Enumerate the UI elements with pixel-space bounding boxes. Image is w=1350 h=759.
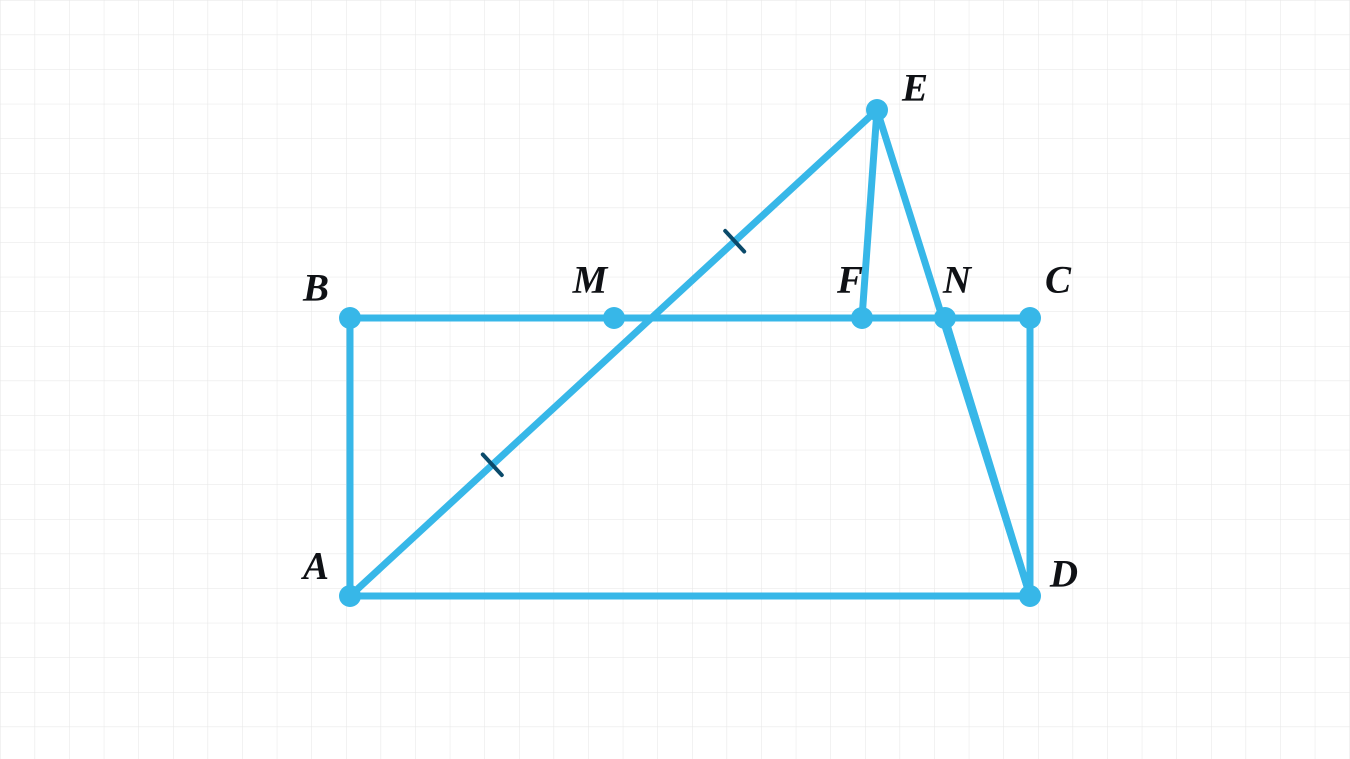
- edge-N-D: [945, 318, 1030, 596]
- edge-A-E: [350, 110, 877, 596]
- label-F: F: [837, 258, 863, 303]
- point-D: [1019, 585, 1041, 607]
- label-C: C: [1045, 258, 1071, 303]
- edges: [350, 110, 1030, 596]
- label-N: N: [943, 258, 971, 303]
- point-A: [339, 585, 361, 607]
- point-N: [934, 307, 956, 329]
- geometry-diagram: [0, 0, 1350, 759]
- label-E: E: [902, 66, 928, 111]
- edge-E-F: [862, 110, 877, 318]
- label-D: D: [1050, 552, 1078, 597]
- point-M: [603, 307, 625, 329]
- point-B: [339, 307, 361, 329]
- point-E: [866, 99, 888, 121]
- label-B: B: [303, 266, 329, 311]
- point-F: [851, 307, 873, 329]
- label-A: A: [303, 544, 329, 589]
- points: [339, 99, 1041, 607]
- point-C: [1019, 307, 1041, 329]
- label-M: M: [573, 258, 608, 303]
